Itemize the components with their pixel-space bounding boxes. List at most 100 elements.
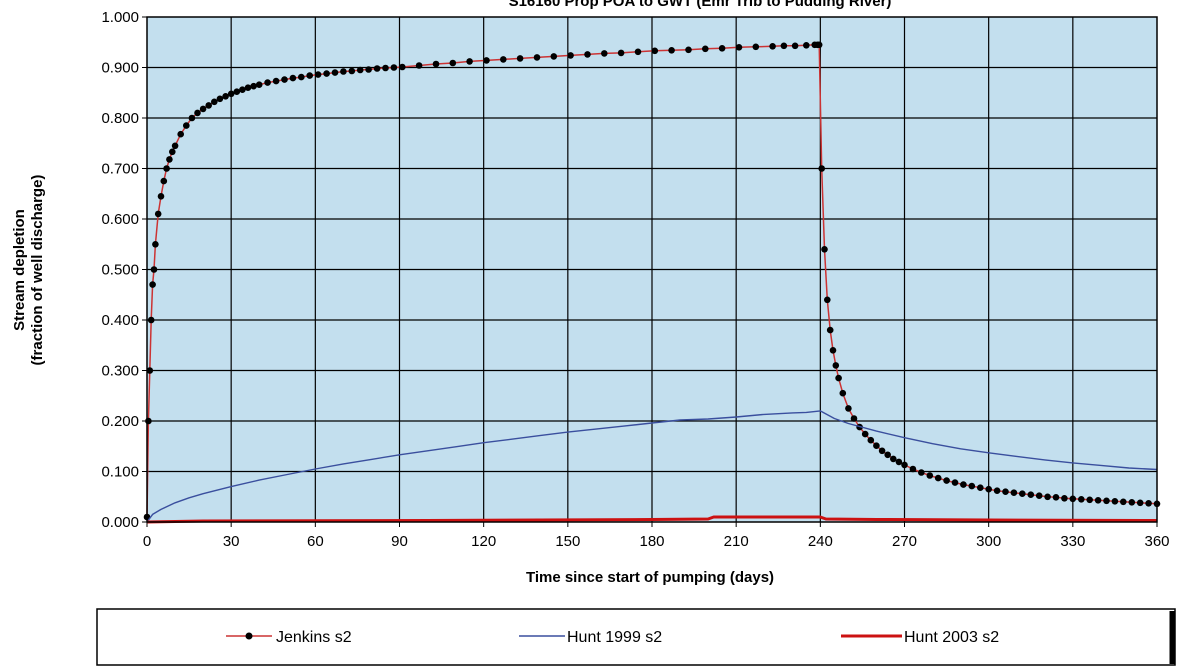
data-point (826, 326, 834, 334)
data-point (171, 142, 179, 150)
data-point (685, 46, 692, 54)
data-point (169, 148, 176, 156)
x-tick-label: 210 (724, 533, 749, 550)
data-point (154, 210, 162, 218)
y-axis: 0.000 0.100 0.200 0.300 0.400 0.500 0.600 0.700… (101, 9, 147, 531)
x-tick-label: 90 (391, 533, 408, 550)
legend-box (96, 608, 1176, 666)
data-point (769, 43, 776, 50)
data-point (702, 45, 709, 53)
data-point (415, 62, 423, 69)
x-tick-label: 330 (1060, 533, 1085, 550)
y-tick-label: 0.700 (101, 161, 139, 178)
data-point (780, 42, 788, 50)
data-point (850, 415, 858, 422)
data-point (323, 70, 330, 77)
data-point (634, 48, 642, 56)
data-point (183, 122, 190, 129)
data-point (356, 66, 364, 74)
data-point (960, 481, 967, 488)
data-point (516, 55, 524, 62)
data-point (839, 389, 847, 397)
data-point (205, 102, 212, 109)
y-tick-label: 0.800 (101, 110, 139, 127)
data-point (1027, 491, 1035, 499)
y-tick-label: 0.900 (101, 60, 139, 77)
x-tick-label: 180 (639, 533, 664, 550)
data-point (255, 81, 263, 88)
chart-title: S16160 Prop POA to GWT (Emr Trib to Pudd… (509, 0, 892, 10)
data-point (977, 484, 984, 492)
legend-item-hunt2003: Hunt 2003 s2 (841, 629, 999, 646)
series-layer (143, 41, 1161, 524)
legend-item-hunt1999: Hunt 1999 s2 (519, 629, 662, 646)
data-point (227, 90, 235, 98)
data-point (943, 477, 950, 484)
data-point (550, 53, 558, 60)
data-point (651, 47, 659, 55)
data-point (1103, 497, 1110, 505)
x-tick-label: 30 (223, 533, 240, 550)
series-line-1 (146, 410, 1158, 523)
data-point (233, 88, 241, 95)
y-axis-title-line1: Stream depletion (11, 209, 28, 331)
data-point (314, 71, 322, 78)
y-tick-label: 0.300 (101, 363, 139, 380)
data-point (244, 84, 252, 91)
data-point (348, 67, 356, 75)
data-point (878, 447, 886, 455)
data-point (289, 74, 297, 82)
data-point (901, 461, 908, 469)
y-tick-label: 0.400 (101, 312, 139, 329)
data-point (895, 458, 903, 466)
y-axis-title: Stream depletion (fraction of well disch… (11, 175, 46, 366)
data-point (815, 41, 823, 49)
y-axis-title-line2: (fraction of well discharge) (29, 175, 46, 366)
x-tick-label: 0 (143, 533, 151, 550)
data-point (1120, 498, 1127, 506)
data-point (382, 64, 389, 72)
data-point (147, 316, 155, 324)
data-point (500, 56, 507, 63)
x-tick-label: 300 (976, 533, 1001, 550)
data-point (222, 93, 229, 100)
data-point (390, 64, 398, 71)
data-point (1061, 495, 1068, 502)
data-point (449, 59, 457, 67)
data-point (1094, 497, 1102, 504)
data-point (617, 49, 625, 57)
data-point (281, 76, 288, 83)
data-point (668, 47, 675, 54)
y-tick-label: 0.000 (101, 514, 139, 531)
data-point (163, 165, 170, 172)
data-point (157, 193, 165, 200)
data-point (1044, 493, 1051, 501)
data-point (1052, 494, 1060, 501)
data-point (951, 479, 959, 486)
y-tick-label: 0.100 (101, 464, 139, 481)
data-point (166, 156, 173, 163)
data-point (177, 130, 184, 138)
data-point (718, 45, 726, 52)
data-point (373, 65, 381, 72)
data-point (1069, 495, 1077, 503)
legend-item-jenkins: Jenkins s2 (226, 629, 352, 646)
data-point (146, 367, 154, 374)
legend-marker-jenkins (245, 632, 253, 640)
data-point (1086, 496, 1093, 504)
data-point (264, 79, 271, 86)
x-tick-label: 120 (471, 533, 496, 550)
data-point (216, 95, 224, 103)
x-axis-title: Time since start of pumping (days) (526, 569, 774, 586)
data-point (832, 362, 840, 369)
data-point (150, 266, 158, 273)
data-point (567, 52, 574, 59)
data-point (483, 57, 490, 64)
data-point (824, 296, 831, 304)
data-point (331, 69, 339, 76)
data-point (432, 60, 440, 68)
data-point (306, 72, 314, 79)
series-line-2 (146, 515, 1158, 524)
y-tick-label: 1.000 (101, 9, 139, 26)
